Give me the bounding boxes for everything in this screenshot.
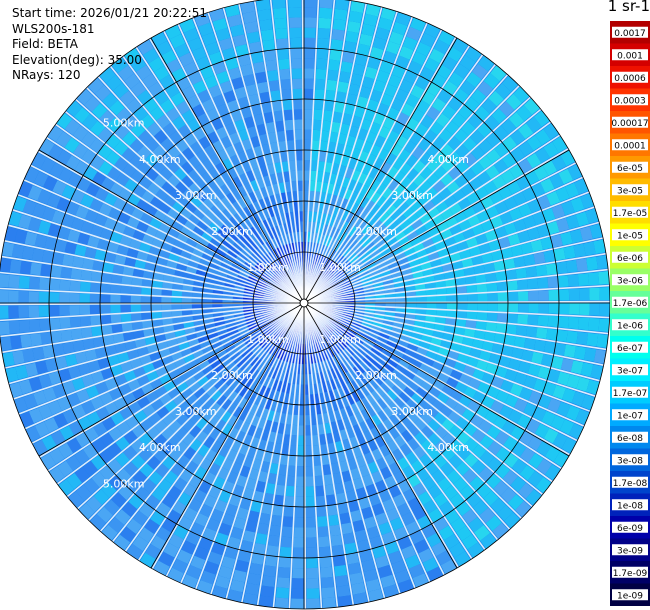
- range-label: 3.00km: [175, 405, 217, 418]
- colorbar-tick-label: 1e-08: [617, 501, 643, 511]
- colorbar-tick-label: 0.0006: [614, 74, 646, 84]
- range-label: 3.00km: [391, 189, 433, 202]
- range-label: 3.00km: [391, 405, 433, 418]
- colorbar-tick-label: 1e-05: [617, 231, 643, 241]
- range-label: 1.00km: [247, 261, 289, 274]
- range-label: 4.00km: [427, 153, 469, 166]
- start-time-text: Start time: 2026/01/21 20:22:51: [12, 6, 207, 22]
- range-label: 4.00km: [139, 153, 181, 166]
- range-label: 4.00km: [427, 441, 469, 454]
- colorbar-tick-label: 1.7e-08: [613, 479, 648, 489]
- range-label: 1.00km: [319, 261, 361, 274]
- range-label: 2.00km: [211, 225, 253, 238]
- nrays-text: NRays: 120: [12, 68, 207, 84]
- colorbar-tick-label: 1e-09: [617, 591, 643, 601]
- range-label: 5.00km: [103, 477, 145, 490]
- colorbar: 0.0017 0.001 0.0006 0.0003 0.00017 0.0001 6e-0…: [610, 21, 650, 606]
- range-label: 2.00km: [211, 369, 253, 382]
- elevation-text: Elevation(deg): 35.00: [12, 53, 207, 69]
- colorbar-tick-label: 6e-05: [617, 164, 643, 174]
- colorbar-tick-label: 1.7e-06: [613, 299, 648, 309]
- range-label: 1.00km: [247, 333, 289, 346]
- range-label: 4.00km: [139, 441, 181, 454]
- colorbar-tick-label: 0.0003: [614, 96, 646, 106]
- range-label: 1.00km: [319, 333, 361, 346]
- colorbar-tick-label: 6e-08: [617, 434, 643, 444]
- info-panel: Start time: 2026/01/21 20:22:51 WLS200s-…: [12, 6, 207, 84]
- colorbar-tick-label: 1.7e-05: [613, 209, 648, 219]
- colorbar-tick-label: 3e-08: [617, 456, 643, 466]
- colorbar-tick-label: 6e-09: [617, 524, 643, 534]
- colorbar-tick-label: 3e-06: [617, 276, 643, 286]
- colorbar-tick-label: 0.0001: [614, 141, 646, 151]
- field-text: Field: BETA: [12, 37, 207, 53]
- colorbar-tick-label: 0.0017: [614, 29, 646, 39]
- colorbar-tick-label: 3e-07: [617, 366, 643, 376]
- colorbar-unit-label: m-1 sr-1: [609, 0, 650, 15]
- colorbar-tick-label: 0.00017: [611, 119, 648, 129]
- range-label: 2.00km: [355, 225, 397, 238]
- colorbar-tick-label: 6e-07: [617, 344, 643, 354]
- colorbar-tick-label: 1e-07: [617, 411, 643, 421]
- colorbar-tick-label: 0.001: [617, 51, 643, 61]
- colorbar-tick-label: 3e-05: [617, 186, 643, 196]
- range-label: 2.00km: [355, 369, 397, 382]
- colorbar-tick-label: 1.7e-07: [613, 389, 648, 399]
- range-label: 3.00km: [175, 189, 217, 202]
- radar-center: [300, 299, 308, 307]
- instrument-text: WLS200s-181: [12, 22, 207, 38]
- colorbar-tick-label: 6e-06: [617, 254, 643, 264]
- colorbar-tick-label: 1e-06: [617, 321, 643, 331]
- range-label: 5.00km: [103, 117, 145, 130]
- colorbar-tick-label: 3e-09: [617, 546, 643, 556]
- colorbar-tick-label: 1.7e-09: [613, 569, 648, 579]
